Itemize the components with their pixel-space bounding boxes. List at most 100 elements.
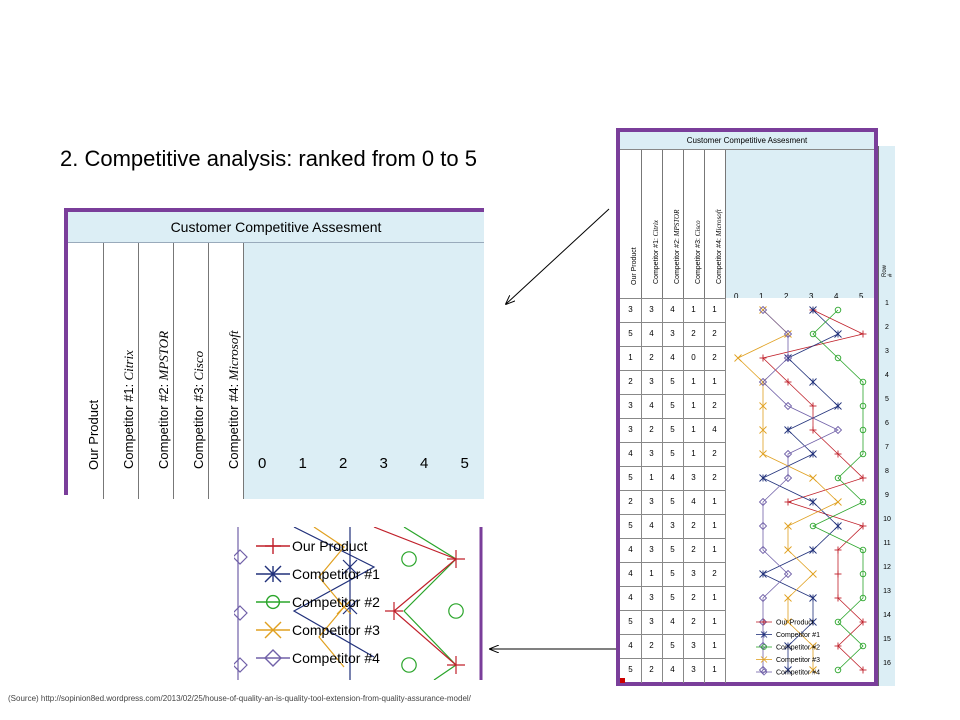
matrix-cell: 5 (662, 563, 684, 587)
matrix-cell: 1 (704, 659, 726, 683)
zoom-column-name: MPSTOR (155, 330, 171, 384)
zoom-column-prefix: Our Product (85, 399, 101, 470)
legend-label: Our Product (292, 538, 368, 554)
matrix-cell: 4 (662, 659, 684, 683)
circle-marker-icon (859, 426, 867, 434)
matrix-cell: 2 (704, 563, 726, 587)
matrix-cell: 3 (641, 611, 663, 635)
matrix-cell: 4 (662, 467, 684, 491)
matrix-cell: 1 (683, 371, 705, 395)
circle-marker-icon (834, 618, 842, 626)
row-number: 16 (883, 660, 891, 667)
row-number-header: Row # (882, 264, 894, 277)
matrix-cell: 2 (704, 347, 726, 371)
matrix-column-0: Our Product (620, 150, 642, 298)
matrix-cell: 2 (641, 347, 663, 371)
legend-background-lines (234, 527, 483, 680)
matrix-cell: 1 (683, 443, 705, 467)
matrix-series-line (762, 309, 839, 670)
x-marker-icon (809, 666, 817, 674)
matrix-cell: 3 (683, 467, 705, 491)
row-number: 9 (885, 492, 889, 499)
circle-marker-icon (834, 666, 842, 674)
row-number: 6 (885, 420, 889, 427)
matrix-cell: 5 (662, 635, 684, 659)
asterisk-marker-icon (264, 565, 282, 583)
matrix-column-name: MPSTOR (672, 209, 681, 239)
zoom-column-name: Cisco (190, 350, 206, 384)
matrix-cell: 3 (641, 491, 663, 515)
diamond-marker-icon (234, 549, 248, 565)
zoom-column-2: Competitor #2: MPSTOR (138, 243, 174, 499)
matrix-cell: 5 (662, 587, 684, 611)
matrix-cell: 2 (704, 467, 726, 491)
circle-marker-icon (859, 546, 867, 554)
zoom-column-label: Competitor #1: Citrix (121, 350, 137, 469)
matrix-scale-tick: 1 (759, 292, 764, 301)
matrix-scale-header: 0 1 2 3 4 5 (726, 150, 874, 301)
zoom-column-name: Microsoft (225, 330, 241, 384)
zoom-assessment-header: Customer Competitive Assesment 0 1 2 3 4 5 Ou… (64, 208, 484, 499)
circle-marker-icon (859, 642, 867, 650)
row-number: 15 (883, 636, 891, 643)
circle-marker-icon (859, 594, 867, 602)
matrix-cell: 3 (641, 371, 663, 395)
matrix-scale-tick: 5 (859, 292, 864, 301)
matrix-cell: 4 (620, 563, 642, 587)
matrix-cell: 4 (620, 635, 642, 659)
matrix-scale-tick: 3 (809, 292, 814, 301)
matrix-cell: 3 (683, 659, 705, 683)
matrix-column-label: Competitor #4: Microsoft (715, 209, 723, 284)
matrix-cell: 1 (641, 563, 663, 587)
matrix-cell: 3 (620, 419, 642, 443)
circle-marker-icon (834, 306, 842, 314)
matrix-cell: 2 (704, 395, 726, 419)
matrix-series-4 (758, 305, 843, 675)
matrix-cell: 2 (620, 491, 642, 515)
matrix-cell: 2 (683, 323, 705, 347)
plus-marker-icon (834, 594, 842, 602)
matrix-cell: 5 (662, 395, 684, 419)
matrix-cell: 5 (662, 419, 684, 443)
asterisk-marker-icon (809, 378, 817, 386)
legend-item: Competitor #2 (256, 594, 380, 610)
matrix-scale-tick: 0 (734, 292, 739, 301)
plus-marker-icon (834, 642, 842, 650)
matrix-cell: 2 (683, 611, 705, 635)
zoom-scale-area: 0 1 2 3 4 5 (244, 243, 484, 499)
matrix-cell: 3 (620, 299, 642, 323)
zoom-column-4: Competitor #4: Microsoft (208, 243, 244, 499)
zoom-column-label: Competitor #2: MPSTOR (156, 331, 172, 469)
diamond-marker-icon (758, 497, 768, 507)
plus-marker-icon (447, 656, 465, 674)
circle-marker-icon (809, 330, 817, 338)
matrix-column-prefix: Competitor #1: (652, 238, 660, 284)
matrix-column-prefix: Competitor #2: (673, 238, 681, 284)
matrix-series-3 (734, 306, 842, 674)
diamond-marker-icon (758, 593, 768, 603)
matrix-cell: 4 (641, 323, 663, 347)
diamond-marker-icon (783, 329, 793, 339)
asterisk-marker-icon (784, 642, 792, 650)
matrix-series-line (762, 309, 839, 670)
circle-marker-icon (859, 570, 867, 578)
plus-marker-icon (809, 402, 817, 410)
legend-item: Competitor #3 (256, 621, 380, 639)
matrix-column-label: Our Product (631, 247, 638, 285)
plus-marker-icon (859, 330, 867, 338)
matrix-column-label: Competitor #1: Citrix (652, 220, 660, 284)
x-marker-icon (809, 570, 817, 578)
legend-label: Competitor #4 (292, 650, 380, 666)
asterisk-marker-icon (784, 666, 792, 674)
matrix-cell: 2 (704, 323, 726, 347)
legend-label: Competitor #2 (292, 594, 380, 610)
asterisk-marker-icon (784, 426, 792, 434)
matrix-cell: 4 (662, 611, 684, 635)
matrix-cell: 5 (620, 659, 642, 683)
